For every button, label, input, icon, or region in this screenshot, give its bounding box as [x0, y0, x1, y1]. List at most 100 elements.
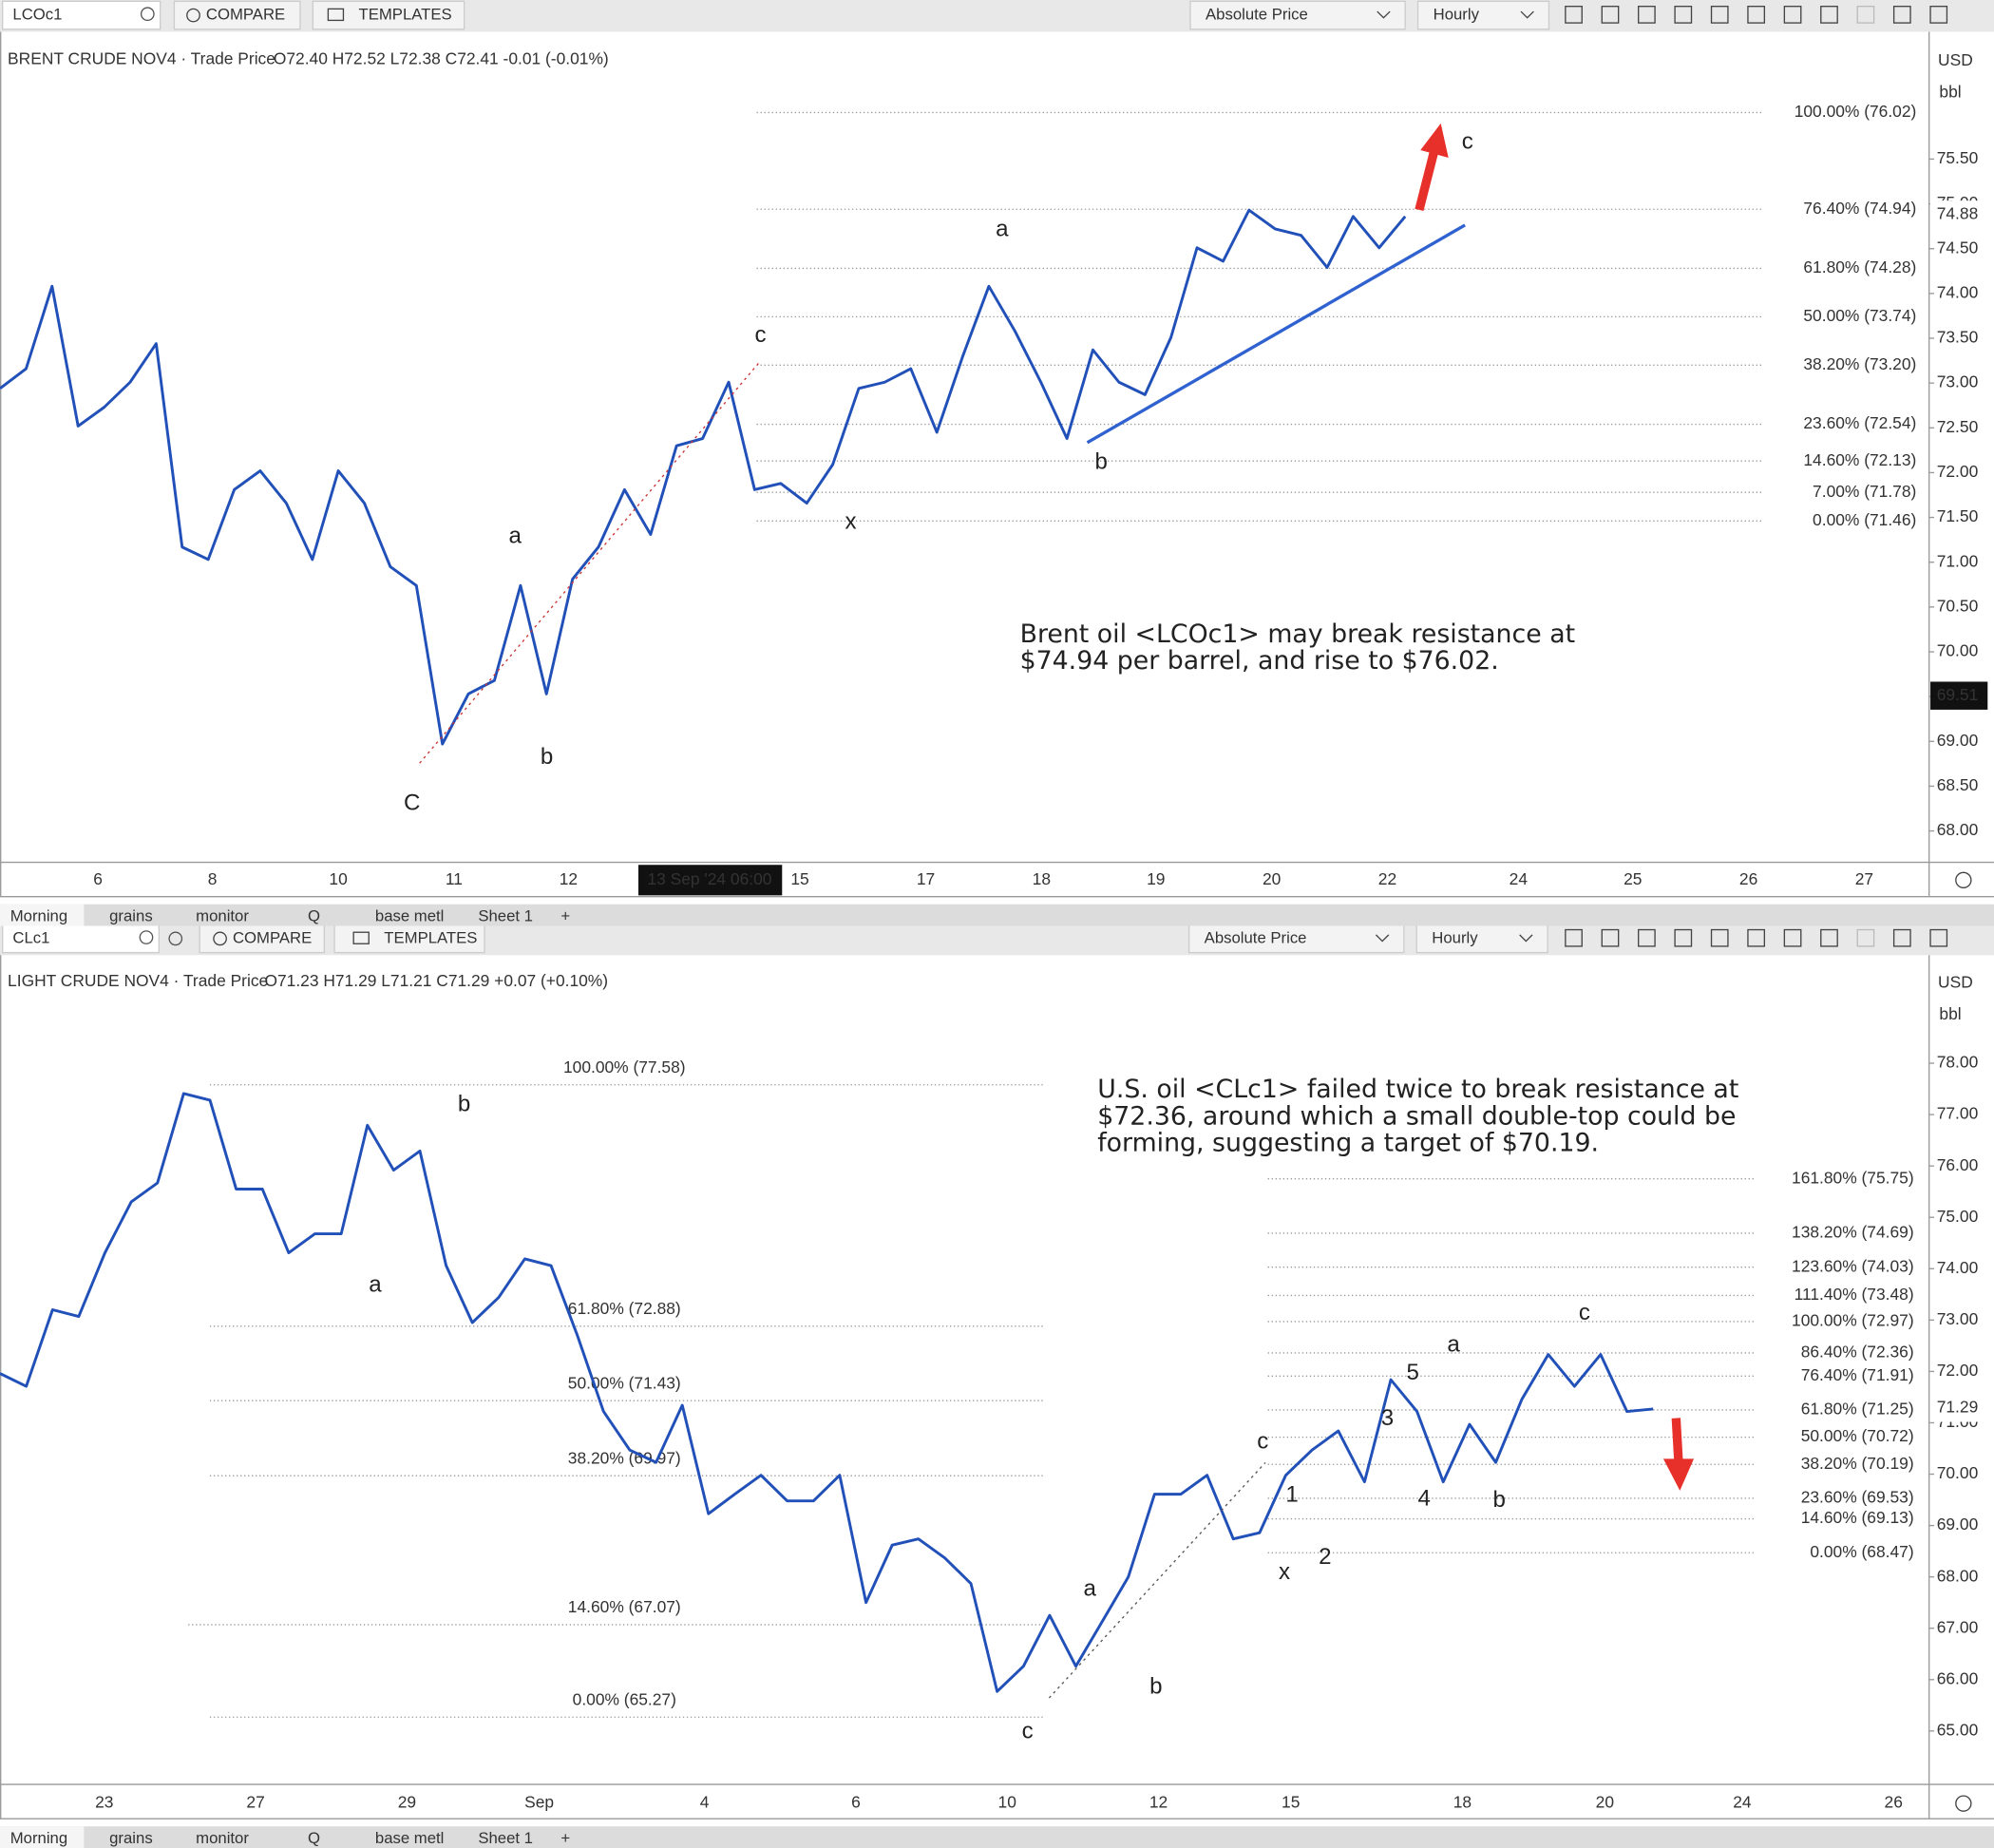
fib-label: 38.20% (69.97)	[568, 1448, 681, 1467]
unit[interactable]: bbl	[1939, 82, 1961, 101]
ohlc: O72.40 H72.52 L72.38 C72.41 -0.01 (-0.01…	[274, 49, 609, 68]
y-tick-label: 70.00	[1937, 641, 1979, 660]
price-mode-dropdown[interactable]	[1189, 0, 1406, 30]
tool-icon[interactable]	[1674, 928, 1693, 947]
fib-label: 86.40% (72.36)	[1801, 1343, 1914, 1362]
tab[interactable]: base metl	[375, 1829, 444, 1847]
tab[interactable]: Sheet 1	[478, 1829, 533, 1847]
templates-label: TEMPLATES	[359, 5, 452, 23]
x-tick-label: 22	[1378, 869, 1396, 888]
compare-button[interactable]	[199, 924, 326, 954]
crosshair-date-box	[638, 865, 783, 896]
compare-button[interactable]	[173, 0, 301, 30]
tool-icon[interactable]	[1747, 6, 1766, 24]
unit[interactable]: bbl	[1939, 1004, 1961, 1023]
tab[interactable]: Q	[308, 907, 320, 925]
x-tick-label: 19	[1147, 869, 1165, 888]
fib-label: 50.00% (71.43)	[568, 1373, 681, 1392]
settings-icon[interactable]	[1955, 1795, 1972, 1812]
tab[interactable]: monitor	[196, 1829, 249, 1847]
tool-icon[interactable]	[1565, 6, 1583, 24]
tool-icon[interactable]	[1892, 928, 1911, 947]
x-tick-label: 18	[1453, 1793, 1472, 1812]
tab[interactable]: Morning	[10, 907, 67, 925]
price-marker	[1930, 200, 1988, 229]
settings-icon[interactable]	[1955, 871, 1972, 889]
fib-label: 61.80% (72.88)	[568, 1299, 681, 1318]
tool-icon[interactable]	[1747, 928, 1766, 947]
wave-label: 2	[1319, 1544, 1331, 1570]
templates-button[interactable]	[312, 0, 465, 30]
symbol: CLc1	[12, 928, 49, 946]
tab[interactable]: grains	[109, 907, 153, 925]
price-marker-label: 71.29	[1937, 1397, 1979, 1416]
y-tick-label: 69.00	[1937, 1515, 1979, 1534]
tab[interactable]: Morning	[10, 1829, 67, 1847]
tool-icon[interactable]	[1820, 6, 1838, 24]
fib-label: 76.40% (71.91)	[1801, 1365, 1914, 1384]
currency[interactable]: USD	[1938, 50, 1973, 69]
tool-icon[interactable]	[1710, 6, 1729, 24]
wave-label: a	[508, 523, 522, 548]
price-mode: Absolute Price	[1206, 5, 1308, 23]
tool-icon[interactable]	[1565, 928, 1583, 947]
annotation: Brent oil <LCOc1> may break resistance a…	[1020, 619, 1576, 649]
x-tick-label: 24	[1733, 1793, 1752, 1812]
templates-button[interactable]	[333, 924, 485, 954]
templates-label: TEMPLATES	[384, 928, 477, 946]
chevron	[1377, 10, 1391, 19]
price-mode-dropdown[interactable]	[1187, 924, 1405, 954]
fib-label: 14.60% (69.13)	[1801, 1508, 1914, 1527]
folder-icon	[352, 931, 370, 944]
tab[interactable]: +	[560, 1829, 570, 1847]
price-line	[0, 1092, 1654, 1693]
tool-icon[interactable]	[1601, 928, 1620, 947]
price-mode: Absolute Price	[1205, 928, 1307, 946]
symbol-input[interactable]	[2, 0, 161, 30]
currency[interactable]: USD	[1938, 972, 1973, 991]
tab[interactable]: Q	[308, 1829, 320, 1847]
tool-icon[interactable]	[1783, 6, 1802, 24]
tool-icon[interactable]	[1856, 6, 1875, 24]
wave-label: b	[1095, 449, 1108, 475]
x-tick-label: 25	[1624, 869, 1642, 888]
x-tick-label: 27	[1855, 869, 1873, 888]
x-tick-label: 6	[93, 869, 103, 888]
tab[interactable]: grains	[109, 1829, 153, 1847]
wave-label: a	[996, 217, 1009, 242]
compare-label: COMPARE	[206, 5, 285, 23]
tool-icon[interactable]	[1674, 6, 1693, 24]
tab[interactable]: base metl	[375, 907, 444, 925]
fib-label: 161.80% (75.75)	[1792, 1168, 1914, 1187]
x-tick-label: 18	[1033, 869, 1051, 888]
y-tick-label: 71.50	[1937, 506, 1979, 525]
interval-dropdown[interactable]	[1415, 924, 1548, 954]
tool-icon[interactable]	[1638, 928, 1656, 947]
fib-label: 0.00% (71.46)	[1813, 510, 1916, 529]
x-tick-label: 4	[700, 1793, 710, 1812]
tab[interactable]: Sheet 1	[478, 907, 533, 925]
wave-label: 3	[1381, 1405, 1394, 1431]
tool-icon[interactable]	[1892, 6, 1911, 24]
compare-label: COMPARE	[233, 928, 312, 946]
tool-icon[interactable]	[1710, 928, 1729, 947]
tool-icon[interactable]	[1638, 6, 1656, 24]
symbol-input[interactable]	[2, 924, 161, 954]
interval-dropdown[interactable]	[1416, 0, 1550, 30]
tab[interactable]: +	[560, 907, 570, 925]
annotation: U.S. oil <CLc1> failed twice to break re…	[1097, 1075, 1738, 1104]
tool-icon[interactable]	[1929, 928, 1948, 947]
tool-icon[interactable]	[1856, 928, 1875, 947]
tool-icon[interactable]	[1820, 928, 1838, 947]
y-tick-label: 75.50	[1937, 148, 1979, 167]
y-tick-label: 74.00	[1937, 1258, 1979, 1277]
fib-label: 61.80% (74.28)	[1803, 257, 1916, 276]
fib-label: 123.60% (74.03)	[1792, 1256, 1914, 1275]
tool-icon[interactable]	[1929, 6, 1948, 24]
fib-label: 111.40% (73.48)	[1795, 1285, 1914, 1304]
tool-icon[interactable]	[1601, 6, 1620, 24]
tab[interactable]: monitor	[196, 907, 249, 925]
interval: Hourly	[1434, 5, 1480, 23]
tool-icon[interactable]	[1783, 928, 1802, 947]
